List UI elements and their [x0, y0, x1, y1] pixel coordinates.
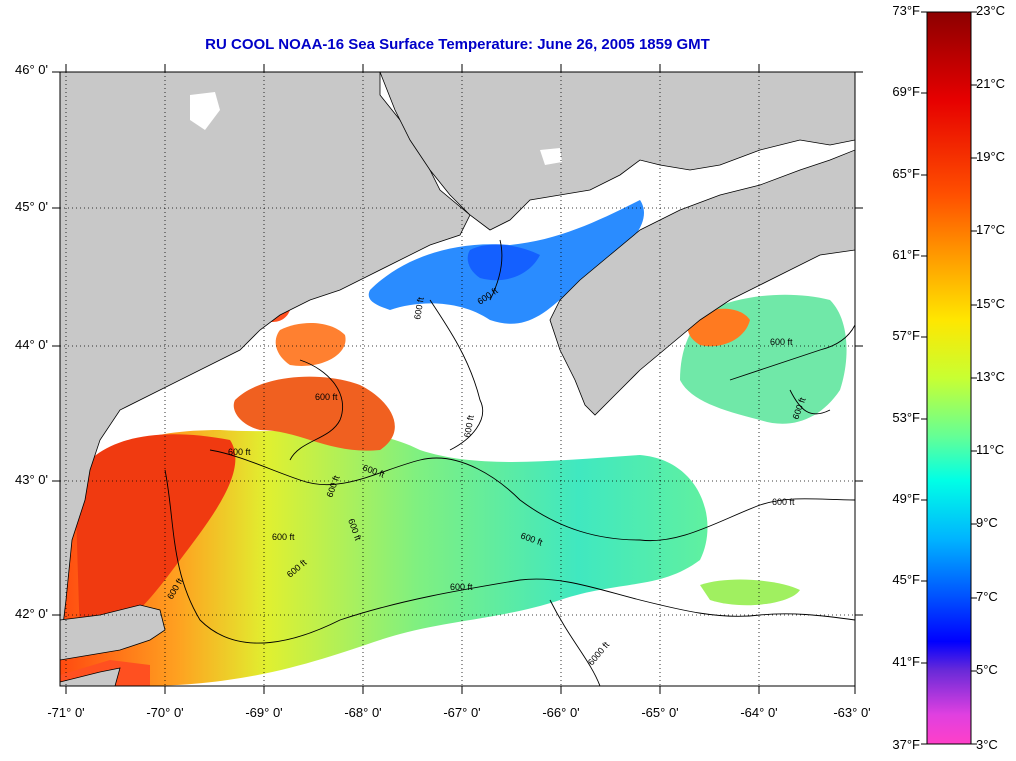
- colorbar-fahrenheit-label: 53°F: [892, 410, 920, 425]
- colorbar-fahrenheit-label: 73°F: [892, 3, 920, 18]
- colorbar-fahrenheit-label: 49°F: [892, 491, 920, 506]
- longitude-label: -66° 0': [542, 705, 580, 720]
- colorbar-celsius-label: 7°C: [976, 589, 998, 604]
- contour-label: 600 ft: [462, 414, 476, 438]
- colorbar-celsius-label: 21°C: [976, 76, 1006, 91]
- colorbar-celsius-label: 5°C: [976, 662, 998, 677]
- contour-label: 600 ft: [450, 582, 473, 592]
- contour-label: 600 ft: [228, 447, 251, 457]
- long-island-tip: [60, 667, 121, 686]
- colorbar-scale: [926, 11, 972, 745]
- land-cloud-patches: [190, 92, 562, 165]
- colorbar-fahrenheit-label: 65°F: [892, 166, 920, 181]
- longitude-label: -65° 0': [641, 705, 679, 720]
- colorbar-celsius-label: 13°C: [976, 369, 1006, 384]
- longitude-label: -68° 0': [344, 705, 382, 720]
- longitude-label: -64° 0': [740, 705, 778, 720]
- colorbar-fahrenheit-label: 45°F: [892, 572, 920, 587]
- graticule: [60, 72, 855, 686]
- longitude-label: -71° 0': [47, 705, 85, 720]
- isobath-contours: [164, 239, 855, 686]
- latitude-label: 43° 0': [15, 472, 48, 487]
- latitude-label: 44° 0': [15, 337, 48, 352]
- colorbar-celsius-label: 19°C: [976, 149, 1006, 164]
- contour-label: 600 ft: [770, 337, 793, 347]
- colorbar-fahrenheit-label: 69°F: [892, 84, 920, 99]
- colorbar-celsius-label: 17°C: [976, 222, 1006, 237]
- colorbar-fahrenheit-label: 61°F: [892, 247, 920, 262]
- longitude-label: -63° 0': [833, 705, 871, 720]
- colorbar-celsius-label: 15°C: [976, 296, 1006, 311]
- colorbar-celsius-label: 23°C: [976, 3, 1006, 18]
- colorbar-fahrenheit-label: 37°F: [892, 737, 920, 752]
- map-area: 600 ft 600 ft 600 ft 600 ft 600 ft 600 f…: [60, 72, 855, 686]
- colorbar-celsius-label: 11°C: [976, 442, 1005, 457]
- latitude-label: 42° 0': [15, 606, 48, 621]
- longitude-label: -69° 0': [245, 705, 283, 720]
- contour-label: 600 ft: [772, 497, 795, 507]
- contour-label: 600 ft: [412, 296, 426, 320]
- cape-cod: [60, 604, 166, 661]
- longitude-label: -67° 0': [443, 705, 481, 720]
- colorbar-ticks: [921, 11, 977, 745]
- colorbar-celsius-label: 9°C: [976, 515, 998, 530]
- axis-ticks: [52, 64, 863, 694]
- latitude-label: 46° 0': [15, 62, 48, 77]
- colorbar-celsius-label: 3°C: [976, 737, 998, 752]
- latitude-label: 45° 0': [15, 199, 48, 214]
- map-title: RU COOL NOAA-16 Sea Surface Temperature:…: [205, 36, 710, 53]
- contour-label: 600 ft: [315, 392, 338, 402]
- colorbar-fahrenheit-label: 57°F: [892, 328, 920, 343]
- nova-scotia: [549, 149, 855, 416]
- land-masses: [60, 72, 855, 686]
- contour-label: 600 ft: [272, 532, 295, 542]
- longitude-label: -70° 0': [146, 705, 184, 720]
- map-frame: [59, 71, 856, 687]
- colorbar-fahrenheit-label: 41°F: [892, 654, 920, 669]
- new-brunswick: [379, 72, 855, 231]
